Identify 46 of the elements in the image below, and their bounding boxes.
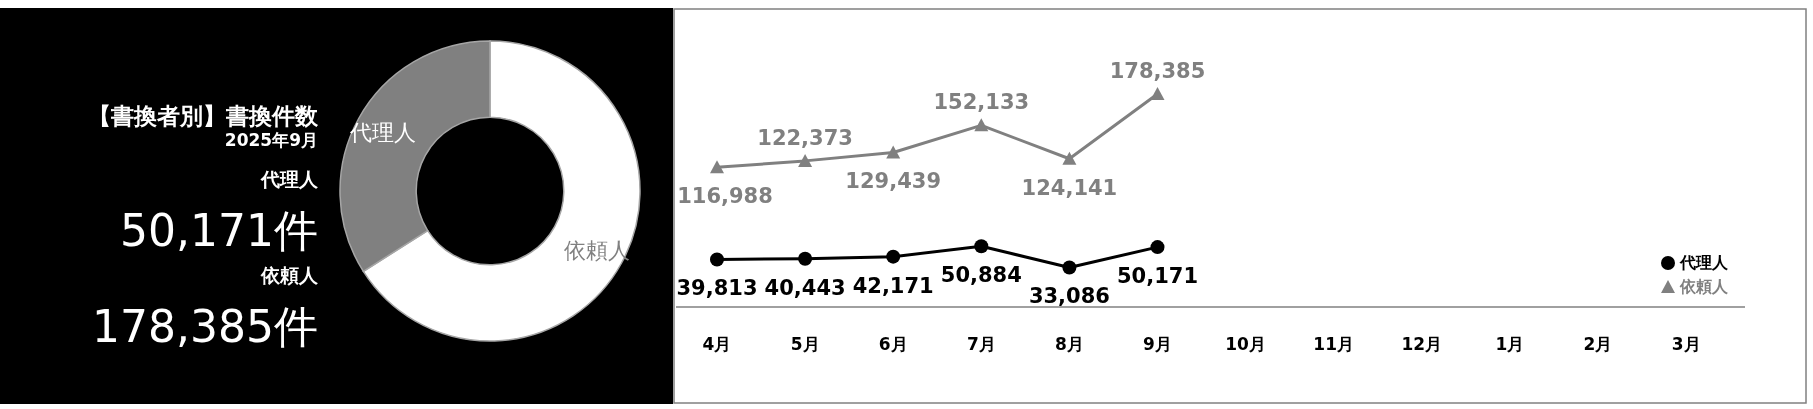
slice-label: 代理人 (349, 120, 417, 146)
slice-label: 依頼人 (563, 237, 630, 263)
point (1062, 260, 1077, 275)
point (974, 239, 989, 254)
text: 【書換者別】書換件数 (88, 103, 319, 129)
data-label: 50,171 (1116, 264, 1199, 289)
point (886, 145, 901, 159)
point (1062, 151, 1077, 165)
data-label: 39,813 (676, 276, 758, 301)
point (710, 160, 724, 174)
data-label: 116,988 (677, 184, 773, 209)
point (798, 153, 813, 167)
x-tick-label: 4月 (702, 334, 732, 354)
point (974, 118, 989, 132)
x-tick-label: 12月 (1401, 334, 1443, 354)
point (1150, 87, 1165, 100)
data-label: 129,439 (845, 169, 942, 194)
x-tick-label: 5月 (790, 334, 820, 354)
point (798, 251, 813, 266)
text: 50,171件 (120, 205, 318, 256)
text: 代理人 (260, 168, 319, 190)
text: 2025年9月 (224, 130, 318, 150)
point (710, 252, 724, 267)
data-label: 124,141 (1021, 175, 1118, 200)
point (886, 249, 901, 264)
x-tick-label: 8月 (1054, 334, 1084, 354)
text: 依頼人 (260, 264, 319, 286)
legend-label: 代理人 (1679, 253, 1729, 272)
text: 178,385件 (92, 301, 318, 352)
data-label: 40,443 (764, 275, 846, 300)
data-label: 122,373 (757, 125, 853, 150)
x-tick-label: 9月 (1143, 334, 1172, 354)
data-label: 152,133 (933, 90, 1030, 115)
data-label: 33,086 (1028, 284, 1110, 309)
x-tick-label: 2月 (1583, 334, 1613, 354)
x-tick-label: 6月 (878, 334, 908, 354)
x-tick-label: 1月 (1495, 334, 1525, 354)
x-tick-label: 11月 (1313, 334, 1355, 354)
point (1150, 240, 1165, 255)
data-label: 50,884 (940, 263, 1022, 288)
legend-label: 依頼人 (1679, 277, 1729, 296)
data-label: 178,385 (1109, 59, 1206, 83)
x-tick-label: 3月 (1671, 334, 1701, 354)
data-label: 42,171 (852, 273, 934, 298)
x-tick-label: 10月 (1225, 334, 1266, 354)
x-tick-label: 7月 (966, 334, 996, 354)
